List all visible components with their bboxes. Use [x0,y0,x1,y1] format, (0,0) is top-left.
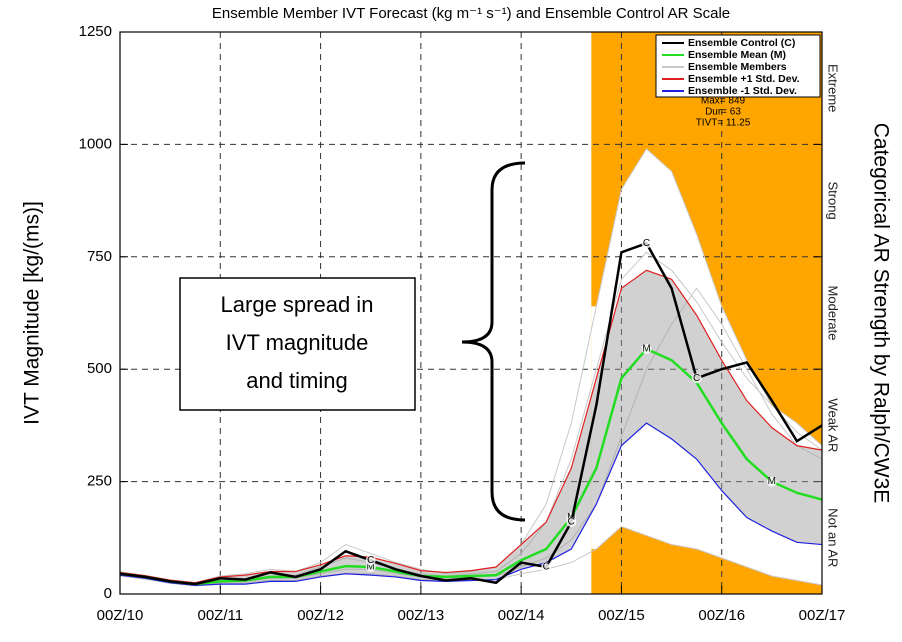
y-tick-label: 0 [104,585,112,602]
line-label-bg [691,373,702,384]
series-line [119,241,823,586]
line-label: C [693,373,700,384]
legend-label: Ensemble +1 Std. Dev. [688,73,800,85]
y2-tick-label: Weak AR [826,398,841,452]
legend-label: Ensemble Mean (M) [688,49,786,61]
line-label: M [768,476,776,487]
series-line [119,269,823,584]
brace [461,161,526,522]
x-tick-label: 00Z/15 [598,607,645,624]
stat-text: Max= 849 [701,96,746,107]
chart-title: Ensemble Member IVT Forecast (kg m⁻¹ s⁻¹… [212,5,730,22]
line-label: C [543,562,550,573]
y-tick-label: 500 [87,360,112,377]
line-label-bg [566,517,577,528]
line-label-bg [365,555,376,566]
callout-text: IVT magnitude [226,330,369,355]
stat-text: TIVT= 11.25 [696,118,751,129]
callout-text: Large spread in [221,292,374,317]
callout-text: and timing [246,368,348,393]
member-line [119,148,823,584]
y2-tick-label: Extreme [826,64,841,112]
y2-tick-label: Not an AR [826,508,841,567]
y-axis-label: IVT Magnitude [kg/(ms)] [21,201,44,425]
line-label: C [367,555,374,566]
legend: Ensemble Control (C)Ensemble Mean (M)Ens… [655,34,821,98]
line-label: M [642,344,650,355]
line-label: C [643,238,650,249]
plot-frame [119,31,823,595]
x-tick-label: 00Z/13 [398,607,445,624]
x-tick-label: 00Z/11 [197,607,243,624]
callout-box [179,277,416,411]
line-label: M [367,562,375,573]
line-label-bg [641,238,652,249]
line-label-bg [641,343,652,354]
x-tick-label: 00Z/14 [498,607,545,624]
series-line [119,347,823,586]
x-tick-label: 00Z/17 [799,607,846,624]
legend-label: Ensemble Control (C) [688,37,795,49]
line-label: C [568,517,575,528]
y-tick-label: 1250 [79,23,112,40]
stat-text: Dur= 63 [705,107,741,118]
x-tick-label: 00Z/12 [297,607,344,624]
x-tick-label: 00Z/16 [698,607,745,624]
y2-tick-label: Strong [826,181,841,219]
legend-label: Ensemble -1 Std. Dev. [688,85,797,97]
y2-tick-label: Moderate [826,286,841,341]
y2-axis-label: Categorical AR Strength by Ralph/CW3E [869,123,892,504]
line-label-bg [766,476,777,487]
y-tick-label: 250 [87,473,112,490]
legend-label: Ensemble Members [688,61,787,73]
y-tick-label: 1000 [79,135,112,152]
line-label-bg [541,562,552,573]
x-tick-label: 00Z/10 [97,607,144,624]
y-tick-label: 750 [87,248,112,265]
series-line [119,422,823,587]
